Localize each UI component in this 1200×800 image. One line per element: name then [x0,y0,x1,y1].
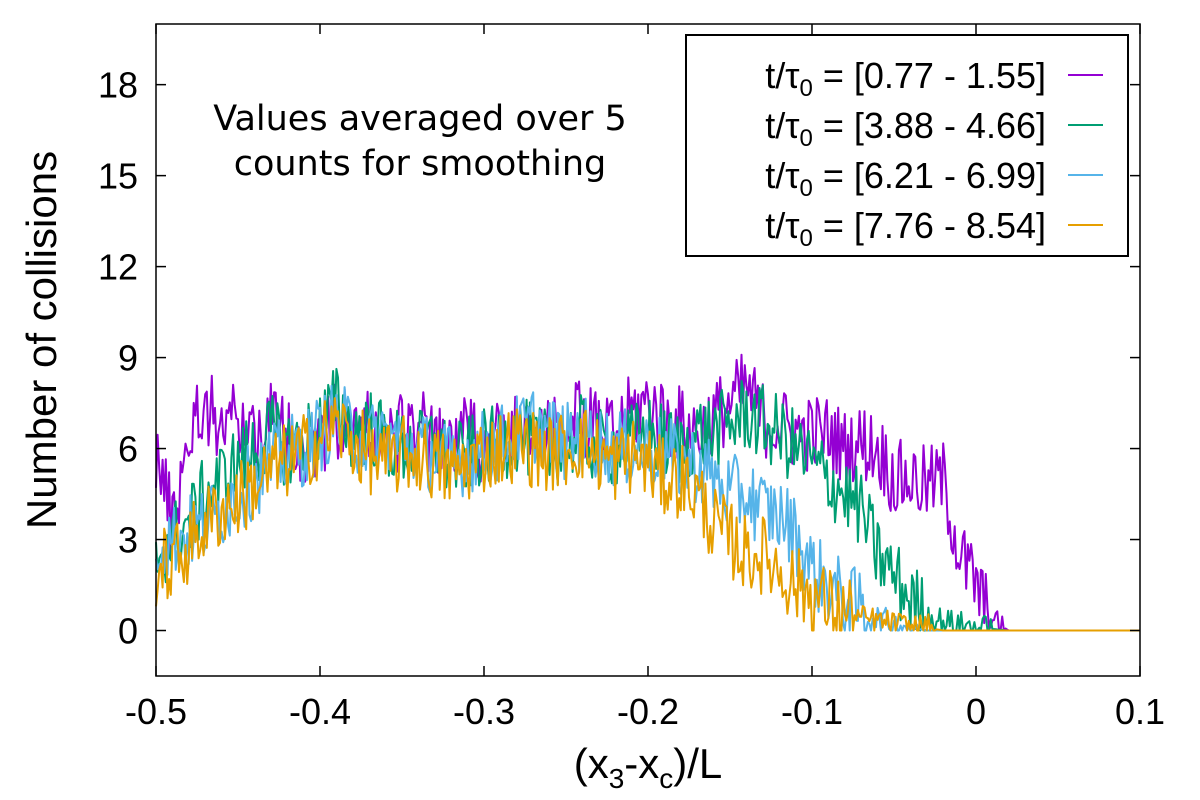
y-tick-label: 0 [118,611,138,652]
series-line-4 [155,397,1140,632]
y-tick-label: 6 [118,429,138,470]
annotation: Values averaged over 5 counts for smoothi… [213,99,627,184]
legend-entry-label: t/τ0 = [6.21 - 6.99] [765,155,1046,202]
y-tick-label: 18 [98,65,138,106]
x-tick-label: -0.1 [781,691,843,732]
ticks-layer: -0.5 -0.4 -0.3 -0.2 -0.1 0 0.1 0 3 6 9 12 15 18 [98,24,1165,732]
y-tick-label: 12 [98,247,138,288]
series-line-1 [155,353,1140,632]
legend-entry-label: t/τ0 = [0.77 - 1.55] [765,55,1046,102]
x-tick-label: -0.2 [617,691,679,732]
x-tick-label: -0.4 [289,691,351,732]
x-tick-label: -0.3 [453,691,515,732]
x-tick-label: 0.1 [1115,691,1165,732]
legend: t/τ0 = [0.77 - 1.55]t/τ0 = [3.88 - 4.66]… [685,34,1129,257]
x-axis-title-sub1: 3 [609,763,625,794]
x-axis-title-open: (x [574,740,609,787]
y-tick-label: 9 [118,338,138,379]
x-axis-title-close: )/L [673,740,722,787]
x-axis-title-sub2: c [659,763,673,794]
x-tick-label: 0 [966,691,986,732]
annotation-line: counts for smoothing [234,144,607,184]
plot-lines-layer [155,353,1140,632]
legend-entry-label: t/τ0 = [3.88 - 4.66] [765,105,1046,152]
y-axis-title: Number of collisions [18,151,65,529]
legend-box [685,34,1129,257]
annotation-line: Values averaged over 5 [213,99,627,139]
y-tick-label: 15 [98,156,138,197]
x-tick-label: -0.5 [125,691,187,732]
y-tick-label: 3 [118,520,138,561]
x-axis-title: (x3-xc)/L [574,740,723,794]
x-axis-title-mid: -x [624,740,659,787]
legend-entry-label: t/τ0 = [7.76 - 8.54] [765,205,1046,252]
